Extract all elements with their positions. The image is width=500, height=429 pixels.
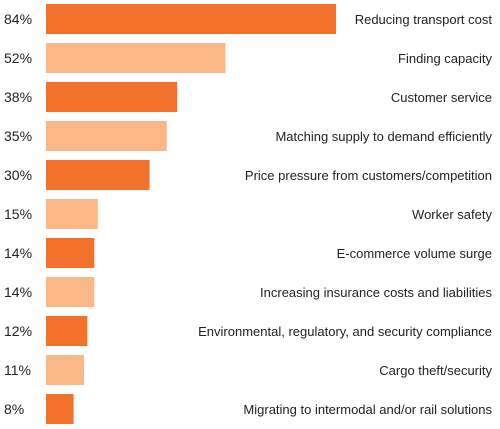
value-label: 30% <box>4 167 32 183</box>
category-label: Customer service <box>391 90 492 105</box>
value-label: 35% <box>4 128 32 144</box>
category-label: Reducing transport cost <box>355 12 493 27</box>
value-label: 14% <box>4 245 32 261</box>
bar-row: 11% Cargo theft/security <box>4 355 492 385</box>
bar <box>46 4 336 34</box>
bar-row: 52% Finding capacity <box>4 43 492 73</box>
value-label: 8% <box>4 401 24 417</box>
bar <box>46 355 84 385</box>
category-label: Increasing insurance costs and liabiliti… <box>260 285 492 300</box>
bar <box>46 199 98 229</box>
value-label: 84% <box>4 11 32 27</box>
category-label: Finding capacity <box>398 51 492 66</box>
bar <box>46 277 95 307</box>
bar-row: 35% Matching supply to demand efficiently <box>4 121 492 151</box>
bar <box>46 316 88 346</box>
value-label: 38% <box>4 89 32 105</box>
bar-row: 12% Environmental, regulatory, and securi… <box>4 316 492 346</box>
bar <box>46 394 74 424</box>
bar-row: 8% Migrating to intermodal and/or rail so… <box>4 394 492 424</box>
value-label: 52% <box>4 50 32 66</box>
category-label: Environmental, regulatory, and security … <box>198 324 492 339</box>
bar-row: 30% Price pressure from customers/competi… <box>4 160 492 190</box>
bar <box>46 121 167 151</box>
bar-row: 84% Reducing transport cost <box>4 4 492 34</box>
value-label: 12% <box>4 323 32 339</box>
bar <box>46 160 150 190</box>
category-label: Matching supply to demand efficiently <box>275 129 492 144</box>
bar <box>46 82 178 112</box>
bar <box>46 238 95 268</box>
category-label: Cargo theft/security <box>379 363 492 378</box>
bar-row: 14% E-commerce volume surge <box>4 238 492 268</box>
value-label: 11% <box>4 362 31 378</box>
bar <box>46 43 226 73</box>
value-label: 15% <box>4 206 32 222</box>
category-label: Migrating to intermodal and/or rail solu… <box>243 402 492 417</box>
category-label: E-commerce volume surge <box>337 246 492 261</box>
category-label: Price pressure from customers/competitio… <box>245 168 492 183</box>
bar-row: 38% Customer service <box>4 82 492 112</box>
value-label: 14% <box>4 284 32 300</box>
bar-row: 14% Increasing insurance costs and liabil… <box>4 277 492 307</box>
category-label: Worker safety <box>412 207 492 222</box>
bar-row: 15% Worker safety <box>4 199 492 229</box>
